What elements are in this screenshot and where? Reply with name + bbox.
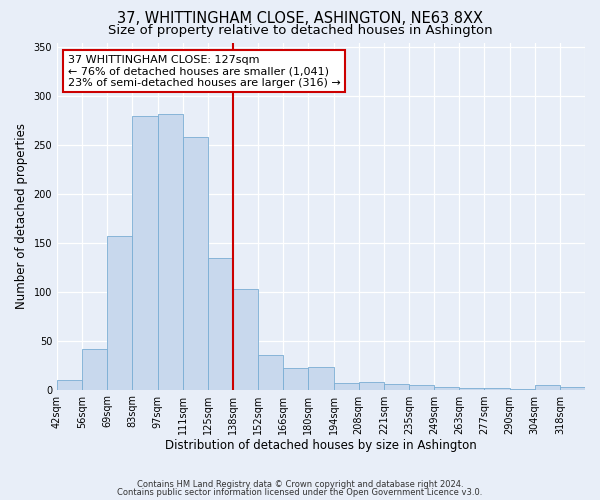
Bar [308,367,334,390]
Y-axis label: Number of detached properties: Number of detached properties [15,123,28,309]
Bar [409,384,434,390]
Bar [183,138,208,390]
Bar [158,114,183,390]
Bar [359,382,384,390]
Text: Contains HM Land Registry data © Crown copyright and database right 2024.: Contains HM Land Registry data © Crown c… [137,480,463,489]
Text: Contains public sector information licensed under the Open Government Licence v3: Contains public sector information licen… [118,488,482,497]
Bar [535,384,560,390]
Bar [434,386,459,390]
Text: Size of property relative to detached houses in Ashington: Size of property relative to detached ho… [107,24,493,37]
Bar [57,380,82,390]
Bar [334,382,359,390]
Bar [82,348,107,390]
Bar [459,388,484,390]
Bar [560,386,585,390]
Text: 37, WHITTINGHAM CLOSE, ASHINGTON, NE63 8XX: 37, WHITTINGHAM CLOSE, ASHINGTON, NE63 8… [117,11,483,26]
Bar [233,289,258,390]
X-axis label: Distribution of detached houses by size in Ashington: Distribution of detached houses by size … [165,440,477,452]
Bar [133,116,158,390]
Bar [484,388,509,390]
Bar [509,388,535,390]
Bar [283,368,308,390]
Bar [384,384,409,390]
Bar [107,236,133,390]
Bar [208,258,233,390]
Text: 37 WHITTINGHAM CLOSE: 127sqm
← 76% of detached houses are smaller (1,041)
23% of: 37 WHITTINGHAM CLOSE: 127sqm ← 76% of de… [68,54,340,88]
Bar [258,356,283,390]
